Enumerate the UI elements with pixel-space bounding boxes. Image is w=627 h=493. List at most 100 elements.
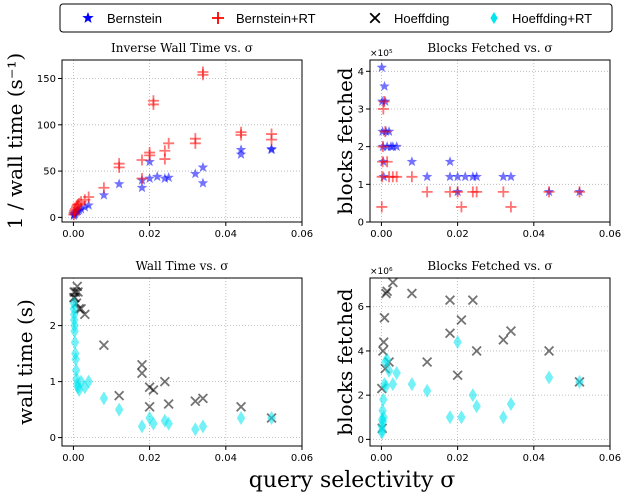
data-point	[444, 328, 456, 339]
series-bernstein-rt	[68, 66, 278, 221]
data-point	[197, 393, 208, 404]
data-point	[378, 337, 389, 348]
x-tick-label: 0.04	[523, 453, 545, 464]
shared-x-axis-label: query selectivity σ	[249, 468, 456, 493]
data-point	[114, 390, 125, 401]
data-point	[266, 143, 277, 154]
data-point	[197, 161, 209, 172]
data-point	[163, 172, 174, 183]
data-point	[145, 411, 154, 425]
data-point	[159, 172, 171, 183]
data-point	[72, 286, 84, 298]
data-point	[379, 410, 388, 425]
data-point	[498, 334, 509, 345]
x-tick-label: 0.02	[138, 453, 160, 464]
data-point	[79, 309, 90, 320]
x-tick-label: 0.02	[446, 453, 468, 464]
legend-item-hoeffding-rt: Hoeffding+RT	[490, 11, 592, 26]
data-point	[136, 368, 148, 379]
legend-marker-symbol	[490, 12, 498, 24]
data-point	[235, 148, 247, 159]
data-point	[83, 199, 94, 210]
data-point	[136, 172, 148, 184]
data-point	[453, 335, 462, 350]
x-tick-label: 0.06	[291, 453, 313, 464]
data-point	[456, 314, 467, 326]
legend-marker-symbol	[369, 12, 381, 24]
grid	[62, 60, 302, 222]
data-point	[148, 384, 159, 396]
grid	[62, 278, 302, 446]
x-tick-label: 0.00	[370, 229, 392, 240]
data-point	[422, 356, 433, 368]
series-bernstein	[68, 143, 277, 220]
data-point	[381, 156, 393, 168]
data-point	[391, 141, 402, 152]
y-tick-label: 4	[358, 346, 364, 357]
x-tick-label: 0.02	[446, 229, 468, 240]
y-axis-label: wall time (s)	[13, 299, 37, 425]
data-point	[543, 186, 555, 198]
data-point	[421, 186, 433, 198]
data-point	[575, 374, 584, 389]
data-point	[136, 359, 148, 370]
legend-label-hoeffding-rt: Hoeffding+RT	[512, 11, 592, 26]
y-axis-label: 1 / wall time (s⁻¹)	[3, 53, 27, 229]
data-point	[98, 189, 110, 200]
y-tick-label: 150	[37, 74, 56, 85]
y-tick-label: 6	[358, 302, 364, 313]
data-point	[235, 126, 247, 138]
data-points	[68, 66, 278, 221]
data-points	[376, 277, 585, 440]
panel-inverse-wall-time: 0.00 0.02 0.04 0.06 0 50 100 150 Inverse Wall Ti…	[3, 41, 313, 240]
data-point	[136, 182, 148, 193]
data-point	[136, 154, 148, 166]
legend-item-hoeffding: Hoeffding	[369, 11, 449, 26]
data-point	[163, 137, 175, 149]
data-point	[98, 340, 109, 351]
data-point	[471, 171, 482, 182]
data-point	[73, 197, 85, 209]
data-point	[191, 422, 200, 437]
data-point	[471, 345, 482, 356]
data-point	[159, 145, 171, 157]
grid	[370, 60, 610, 222]
y-tick-label: 1	[358, 180, 364, 191]
data-point	[422, 383, 432, 398]
data-point	[406, 156, 418, 167]
legend-item-bernstein-rt: Bernstein+RT	[212, 11, 316, 26]
series-hoeffding	[376, 277, 585, 434]
x-tick-label: 0.02	[138, 229, 160, 240]
y-tick-label: 4	[358, 67, 364, 78]
data-point	[379, 392, 388, 407]
y-tick-label: 2	[358, 142, 364, 153]
data-point	[506, 397, 516, 411]
data-point	[497, 186, 509, 198]
legend-marker-hoeffding	[369, 12, 381, 24]
panel-title: Blocks Fetched vs. σ	[427, 41, 552, 55]
data-point	[452, 186, 464, 198]
series-hoeffding	[68, 281, 277, 424]
data-point	[71, 363, 81, 378]
data-point	[190, 168, 201, 179]
data-point	[471, 186, 483, 198]
legend: Bernstein Bernstein+RT Hoeffding Hoeffdi…	[59, 3, 613, 33]
data-point	[388, 377, 398, 392]
x-tick-label: 0.06	[291, 229, 313, 240]
data-point	[70, 324, 79, 339]
data-point	[99, 391, 109, 406]
y-tick-label: 2	[50, 321, 56, 332]
data-point	[71, 352, 80, 367]
data-point	[505, 201, 517, 213]
y-tick-label: 0	[358, 218, 364, 229]
y-tick-label: 1	[50, 377, 56, 388]
panel-wall-time: 0.00 0.02 0.04 0.06 0 1 2 Wall Time vs. σ wall t…	[13, 259, 313, 464]
axis-multiplier: ×10⁵	[370, 49, 393, 59]
axes-frame	[369, 59, 611, 223]
data-point	[267, 411, 276, 425]
data-point	[163, 398, 174, 410]
data-point	[266, 128, 278, 140]
data-point	[379, 312, 390, 323]
data-point	[160, 413, 170, 428]
